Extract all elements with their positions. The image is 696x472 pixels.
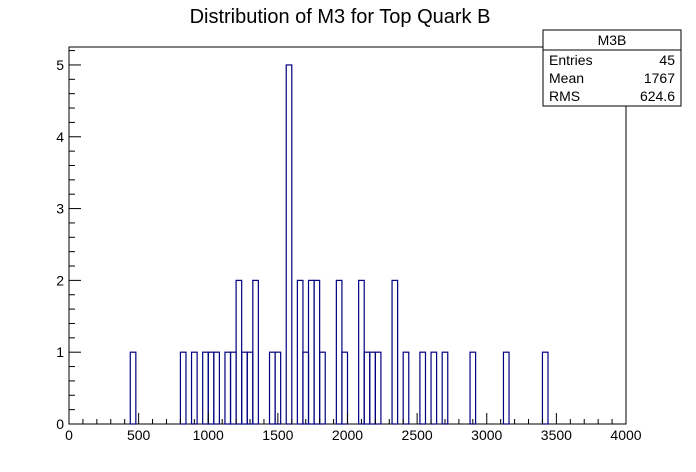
- x-tick-label: 3500: [541, 427, 572, 443]
- histogram-bar: [213, 351, 220, 425]
- histogram-bar: [469, 351, 477, 425]
- x-tick-label: 1000: [193, 427, 224, 443]
- histogram-bar: [202, 351, 209, 425]
- histogram-bar: [207, 351, 215, 425]
- histogram-bar: [335, 279, 343, 425]
- histogram-bar: [319, 351, 326, 425]
- y-tick-label: 5: [56, 57, 64, 73]
- stats-mean-label: Mean: [549, 70, 584, 86]
- y-tick-label: 4: [56, 129, 64, 145]
- histogram-bar: [246, 351, 254, 425]
- y-axis: 0 1 2 3 4 5: [56, 50, 81, 432]
- histogram-bar: [541, 351, 549, 425]
- stats-mean-value: 1767: [644, 70, 675, 86]
- histogram-bar: [341, 351, 349, 425]
- stats-box: M3B Entries 45 Mean 1767 RMS 624.6: [542, 29, 682, 107]
- histogram-bar: [224, 351, 232, 425]
- x-tick-label: 4000: [610, 427, 641, 443]
- histogram-bar: [235, 279, 243, 425]
- histogram-bar: [241, 351, 248, 425]
- histogram-bar: [307, 279, 315, 425]
- histogram-bar: [179, 351, 187, 425]
- stats-entries-label: Entries: [549, 52, 593, 68]
- stats-box-title: M3B: [598, 32, 627, 48]
- x-tick-label: 2000: [332, 427, 363, 443]
- histogram-bar: [302, 351, 310, 425]
- histogram-bar: [268, 351, 276, 425]
- histogram-bar: [441, 351, 449, 425]
- histogram-bar: [391, 279, 399, 425]
- histogram-bar: [358, 279, 365, 425]
- stats-rms-value: 624.6: [640, 88, 675, 104]
- y-tick-label: 0: [56, 416, 64, 432]
- x-tick-label: 3000: [471, 427, 502, 443]
- histogram-bar: [190, 351, 198, 425]
- stats-entries-value: 45: [659, 52, 675, 68]
- histogram-bar: [252, 279, 259, 425]
- x-tick-label: 2500: [402, 427, 433, 443]
- histogram-bar: [296, 279, 304, 425]
- histogram-bar: [402, 351, 410, 425]
- histogram-bar: [363, 351, 371, 425]
- x-tick-label: 500: [127, 427, 151, 443]
- stats-rms-label: RMS: [549, 88, 580, 104]
- histogram-bar: [374, 351, 382, 425]
- histogram-bar: [313, 279, 321, 425]
- histogram-bars: [129, 64, 549, 425]
- histogram-bar: [129, 351, 137, 425]
- chart-title: Distribution of M3 for Top Quark B: [190, 6, 491, 28]
- x-tick-label: 0: [65, 427, 73, 443]
- histogram-bar: [369, 351, 376, 425]
- histogram-bar: [502, 351, 510, 425]
- x-tick-label: 1500: [262, 427, 293, 443]
- histogram-bar: [419, 351, 427, 425]
- x-axis: 0 500 1000 1500 2000 2500 3000 3500 4000: [65, 413, 642, 443]
- histogram-bar: [285, 64, 293, 425]
- stats-box-frame: [542, 29, 682, 107]
- histogram-bar: [229, 351, 237, 425]
- histogram-bar: [430, 351, 438, 425]
- y-tick-label: 2: [56, 272, 64, 288]
- y-tick-label: 1: [56, 344, 64, 360]
- y-tick-label: 3: [56, 201, 64, 217]
